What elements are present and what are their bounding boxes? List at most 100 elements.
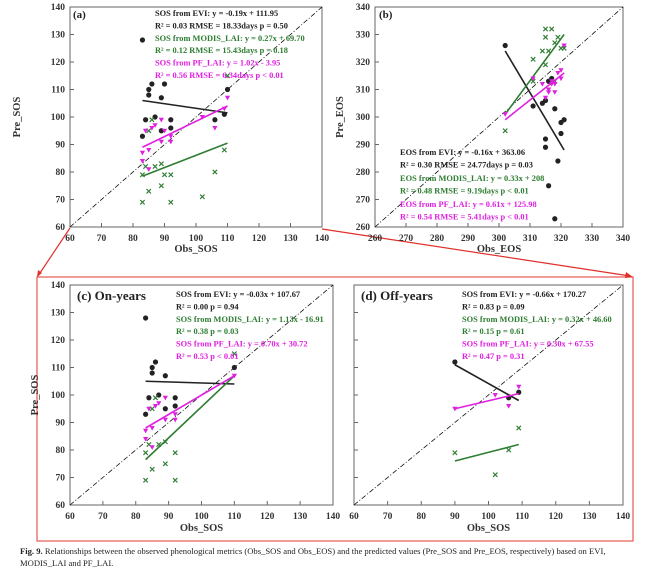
data-point-triangle (152, 404, 159, 409)
x-tick-label: 130 (582, 512, 597, 522)
panel-label: (d) Off-years (361, 288, 433, 303)
data-point-x (539, 48, 545, 54)
data-point-triangle (506, 404, 512, 409)
data-point-circle (552, 106, 558, 112)
series-pf (139, 95, 231, 172)
annotation-evi: R² = 0.03 RMSE = 18.33days p = 0.50 (155, 21, 288, 30)
data-point-triangle (149, 126, 155, 131)
series-evi (139, 37, 231, 139)
data-point-triangle (143, 128, 149, 134)
y-tick-label: 110 (51, 86, 65, 96)
x-axis-label: Obs_SOS (180, 523, 223, 534)
data-point-x (506, 447, 512, 453)
x-tick-label: 80 (128, 234, 138, 244)
data-point-circle (152, 359, 159, 365)
data-point-triangle (224, 95, 231, 101)
data-point-circle (542, 144, 549, 150)
annotation-pf: R² = 0.53 p < 0.01 (176, 352, 239, 361)
data-point-x (221, 147, 227, 153)
data-point-x (452, 450, 458, 456)
annotation-pf: SOS from PF_LAI: y = 1.02x - 3.95 (155, 59, 280, 68)
data-point-circle (502, 42, 508, 49)
fit-line-modis (145, 375, 235, 461)
data-point-circle (146, 86, 152, 93)
x-tick-label: 110 (221, 234, 235, 244)
data-point-triangle (552, 90, 558, 95)
data-point-triangle (149, 426, 155, 431)
data-point-circle (231, 364, 237, 371)
x-tick-label: 80 (131, 512, 141, 522)
annotation-pf: EOS from PF_LAI: y = 0.61x + 125.98 (400, 200, 537, 209)
figure-caption: Fig. 9. Relationships between the observ… (20, 545, 645, 569)
annotation-pf: SOS from PF_LAI: y = 0.70x + 30.72 (176, 340, 308, 349)
y-tick-label: 140 (51, 3, 66, 13)
data-point-circle (542, 136, 549, 142)
x-axis-label: Obs_SOS (467, 523, 510, 534)
y-axis-label: Pre_SOS (12, 97, 23, 138)
data-point-circle (542, 97, 549, 104)
series-modis (143, 351, 237, 483)
data-point-triangle (502, 112, 508, 117)
one-to-one-line (69, 6, 323, 228)
data-point-triangle (530, 76, 536, 82)
x-tick-label: 260 (368, 234, 383, 244)
data-point-circle (162, 373, 168, 379)
annotation-modis: SOS from MODIS_LAI: y = 0.27x + 69.70 (155, 34, 305, 43)
data-point-circle (149, 81, 155, 87)
y-axis-label: Pre_SOS (30, 375, 41, 416)
data-point-triangle (212, 126, 218, 131)
data-point-triangle (539, 82, 545, 87)
data-point-triangle (558, 76, 564, 82)
data-point-triangle (516, 384, 522, 390)
y-tick-label: 120 (51, 336, 66, 346)
x-tick-label: 310 (523, 234, 538, 244)
panel-label: (b) (379, 9, 393, 21)
y-tick-label: 90 (56, 419, 66, 429)
x-tick-label: 320 (554, 234, 569, 244)
data-point-triangle (172, 412, 178, 417)
annotation-pf: SOS from PF_LAI: y = 0.30x + 67.55 (462, 340, 594, 349)
data-point-triangle (558, 68, 564, 73)
annotation-evi: SOS from EVI: y = -0.66x + 170.27 (462, 290, 586, 299)
y-tick-label: 70 (56, 474, 66, 484)
data-point-triangle (149, 445, 155, 450)
series-modis (139, 73, 231, 205)
x-tick-label: 60 (65, 512, 75, 522)
data-point-circle (546, 183, 552, 189)
data-point-triangle (162, 395, 168, 401)
annotation-modis: R² = 0.48 RMSE = 9.19days p < 0.01 (400, 187, 529, 196)
data-point-x (555, 34, 561, 40)
fit-line-modis (504, 34, 565, 115)
data-point-circle (143, 411, 149, 417)
series-pf (502, 43, 567, 121)
y-tick-label: 330 (356, 31, 371, 41)
data-point-circle (172, 403, 178, 409)
y-tick-label: 110 (51, 364, 65, 374)
panel-a: 60 70 80 90 100 110 120 130 140 60 70 80 90 100 110 120… (12, 3, 329, 255)
x-tick-label: 280 (430, 234, 445, 244)
data-point-circle (224, 86, 231, 93)
y-tick-label: 90 (56, 141, 66, 151)
data-point-circle (212, 117, 218, 123)
data-point-triangle (542, 95, 549, 101)
data-point-circle (149, 370, 155, 376)
y-tick-label: 320 (356, 58, 371, 68)
y-tick-label: 260 (356, 223, 371, 233)
data-point-circle (168, 125, 174, 131)
fit-line-pf (504, 72, 565, 121)
y-tick-label: 100 (51, 391, 66, 401)
data-point-circle (172, 395, 178, 401)
x-tick-label: 90 (160, 234, 170, 244)
data-point-x (143, 477, 149, 483)
highlight-box (36, 276, 634, 542)
data-point-circle (146, 395, 152, 401)
series-pf (143, 373, 237, 450)
annotation-modis: SOS from MODIS_LAI: y = 0.32x + 46.60 (462, 315, 612, 324)
data-point-triangle (552, 82, 558, 87)
panel-c: 60 70 80 90 100 110 120 130 140 60 70 80 90 100 110 120… (30, 281, 340, 534)
data-point-triangle (492, 393, 498, 398)
fit-line-modis (454, 443, 519, 462)
data-point-x (149, 117, 155, 123)
x-tick-label: 90 (450, 512, 460, 522)
